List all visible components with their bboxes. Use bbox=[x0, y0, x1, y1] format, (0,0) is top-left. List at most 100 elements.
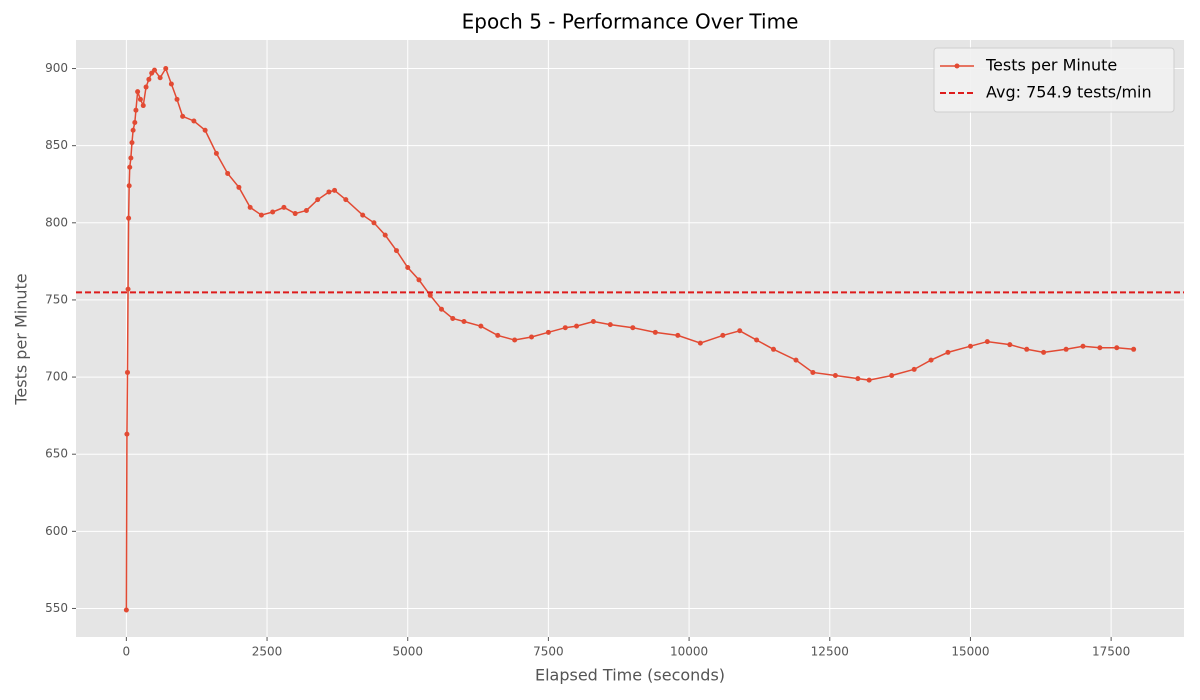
data-point bbox=[438, 306, 444, 312]
data-point bbox=[984, 339, 990, 345]
data-point bbox=[675, 332, 681, 338]
y-tick-label: 900 bbox=[45, 61, 68, 75]
data-point bbox=[128, 155, 134, 161]
data-point bbox=[855, 376, 861, 382]
data-point bbox=[163, 66, 169, 72]
data-point bbox=[697, 340, 703, 346]
data-point bbox=[303, 207, 309, 213]
data-point bbox=[191, 118, 197, 124]
data-point bbox=[213, 150, 219, 156]
y-tick-label: 750 bbox=[45, 292, 68, 306]
data-point bbox=[332, 187, 338, 193]
data-point bbox=[132, 120, 138, 126]
data-point bbox=[928, 357, 934, 363]
data-point bbox=[562, 325, 568, 331]
data-point bbox=[1131, 346, 1137, 352]
data-point bbox=[343, 197, 349, 203]
x-tick-label: 12500 bbox=[811, 645, 849, 659]
y-tick-label: 800 bbox=[45, 215, 68, 229]
data-point bbox=[151, 67, 157, 73]
data-point bbox=[126, 215, 132, 221]
data-point bbox=[478, 323, 484, 329]
data-point bbox=[236, 184, 242, 190]
data-point bbox=[1097, 345, 1103, 351]
data-point bbox=[607, 322, 613, 328]
data-point bbox=[545, 329, 551, 335]
data-point bbox=[135, 89, 141, 95]
data-point bbox=[143, 84, 149, 90]
x-axis-label: Elapsed Time (seconds) bbox=[535, 666, 725, 685]
data-point bbox=[140, 103, 146, 109]
data-point bbox=[180, 113, 186, 119]
data-point bbox=[315, 197, 321, 203]
x-tick-label: 0 bbox=[123, 645, 131, 659]
y-tick-label: 600 bbox=[45, 524, 68, 538]
data-point bbox=[247, 204, 253, 210]
x-tick-label: 15000 bbox=[951, 645, 989, 659]
data-point bbox=[129, 140, 135, 146]
x-tick-label: 10000 bbox=[670, 645, 708, 659]
data-point bbox=[371, 220, 377, 226]
data-point bbox=[495, 332, 501, 338]
x-tick-label: 17500 bbox=[1092, 645, 1130, 659]
data-point bbox=[450, 315, 456, 321]
data-point bbox=[793, 357, 799, 363]
data-point bbox=[133, 107, 139, 113]
data-point bbox=[124, 431, 130, 437]
data-point bbox=[126, 183, 132, 189]
data-point bbox=[512, 337, 518, 343]
data-point bbox=[157, 75, 163, 81]
grid: 550 600 650 700 750 800 850 900 0 2500 5000 7500 100… bbox=[45, 40, 1184, 659]
x-tick-label: 7500 bbox=[533, 645, 564, 659]
data-point bbox=[1080, 343, 1086, 349]
legend-label: Avg: 754.9 tests/min bbox=[986, 83, 1152, 102]
data-point bbox=[652, 329, 658, 335]
data-point bbox=[360, 212, 366, 218]
data-point bbox=[866, 377, 872, 383]
data-point bbox=[174, 96, 180, 102]
y-tick-label: 850 bbox=[45, 138, 68, 152]
data-point bbox=[281, 204, 287, 210]
legend: Tests per Minute Avg: 754.9 tests/min bbox=[933, 47, 1175, 113]
data-point bbox=[125, 286, 131, 292]
data-point bbox=[225, 170, 231, 176]
data-point bbox=[630, 325, 636, 331]
y-tick-label: 550 bbox=[45, 601, 68, 615]
data-point bbox=[146, 76, 152, 82]
data-point bbox=[720, 332, 726, 338]
data-point bbox=[967, 343, 973, 349]
data-point bbox=[911, 366, 917, 372]
data-point bbox=[123, 607, 129, 613]
legend-box bbox=[933, 47, 1175, 113]
marks bbox=[76, 66, 1184, 613]
legend-label: Tests per Minute bbox=[985, 56, 1117, 75]
data-point bbox=[416, 277, 422, 283]
plot-area bbox=[76, 40, 1184, 637]
data-point bbox=[124, 369, 130, 375]
data-point bbox=[1063, 346, 1069, 352]
data-point bbox=[1007, 342, 1013, 348]
data-point bbox=[945, 349, 951, 355]
data-point bbox=[292, 211, 298, 217]
y-tick-label: 650 bbox=[45, 447, 68, 461]
y-tick-label: 700 bbox=[45, 370, 68, 384]
data-point bbox=[590, 319, 596, 325]
data-point bbox=[754, 337, 760, 343]
x-tick-label: 5000 bbox=[392, 645, 423, 659]
data-point bbox=[326, 189, 332, 195]
data-point bbox=[770, 346, 776, 352]
data-point bbox=[130, 127, 136, 133]
data-point bbox=[382, 232, 388, 238]
data-point bbox=[137, 96, 143, 102]
x-tick-label: 2500 bbox=[252, 645, 283, 659]
data-point bbox=[427, 292, 433, 298]
data-point bbox=[168, 81, 174, 87]
data-point bbox=[393, 248, 399, 254]
data-point bbox=[461, 319, 467, 325]
data-point bbox=[529, 334, 535, 340]
data-point bbox=[258, 212, 264, 218]
chart-title: Epoch 5 - Performance Over Time bbox=[462, 10, 799, 34]
data-point bbox=[405, 265, 411, 271]
data-point bbox=[270, 209, 276, 215]
